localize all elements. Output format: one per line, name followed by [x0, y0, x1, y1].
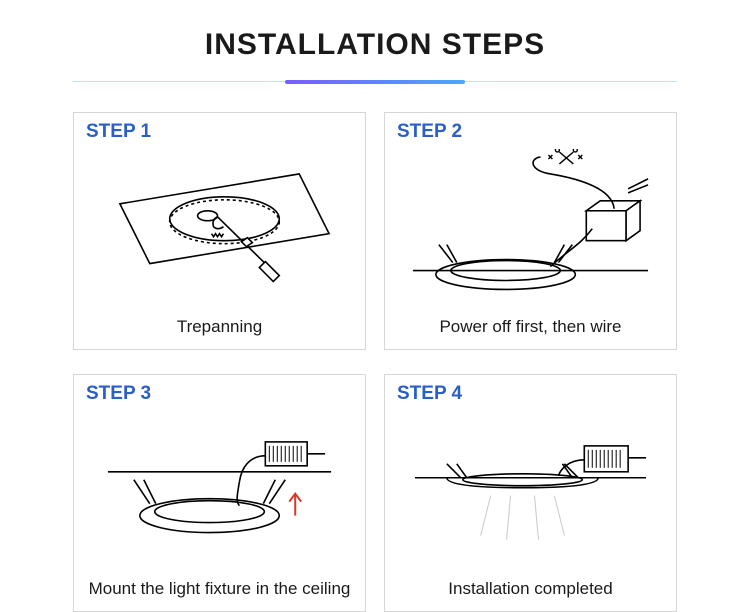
step-label-4: STEP 4 — [395, 383, 666, 405]
wiring-diagram-icon — [401, 149, 660, 308]
step-caption-4: Installation completed — [395, 573, 666, 599]
step-illustration-4 — [395, 405, 666, 573]
step-card-1: STEP 1 — [73, 112, 366, 350]
step-card-2: STEP 2 — [384, 112, 677, 350]
step-card-4: STEP 4 — [384, 374, 677, 612]
step-card-3: STEP 3 — [73, 374, 366, 612]
step-illustration-3 — [84, 405, 355, 573]
step-illustration-1 — [84, 143, 355, 311]
step-label-3: STEP 3 — [84, 383, 355, 405]
page-title: INSTALLATION STEPS — [0, 28, 750, 62]
header-rule-accent — [285, 80, 465, 84]
mounting-diagram-icon — [90, 416, 349, 565]
step-label-2: STEP 2 — [395, 121, 666, 143]
header-rule — [73, 80, 677, 84]
step-label-1: STEP 1 — [84, 121, 355, 143]
steps-grid: STEP 1 — [73, 112, 677, 612]
step-caption-1: Trepanning — [84, 311, 355, 337]
page: INSTALLATION STEPS STEP 1 — [0, 0, 750, 598]
trepanning-diagram-icon — [90, 154, 349, 303]
completed-diagram-icon — [401, 416, 660, 565]
step-caption-3: Mount the light fixture in the ceiling — [84, 573, 355, 599]
header: INSTALLATION STEPS — [0, 0, 750, 84]
step-illustration-2 — [395, 143, 666, 311]
step-caption-2: Power off first, then wire — [395, 311, 666, 337]
